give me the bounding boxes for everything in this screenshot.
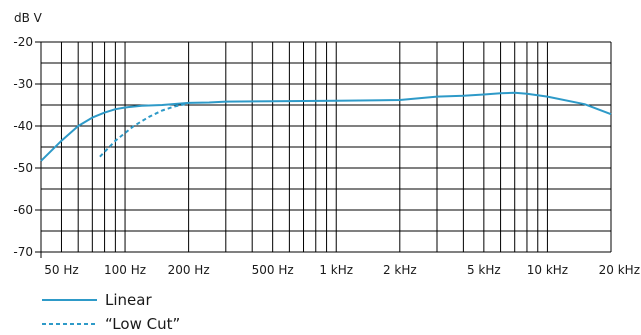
legend-label: “Low Cut” xyxy=(105,315,180,333)
y-tick-label: -60 xyxy=(13,203,33,217)
y-tick-label: -30 xyxy=(13,77,33,91)
x-tick-label: 50 Hz xyxy=(44,263,78,277)
y-tick-label: -50 xyxy=(13,161,33,175)
y-tick-label: -40 xyxy=(13,119,33,133)
y-axis-unit-label: dB V xyxy=(14,11,43,25)
x-tick-label: 10 kHz xyxy=(527,263,568,277)
x-tick-label: 500 Hz xyxy=(252,263,294,277)
x-tick-label: 200 Hz xyxy=(168,263,210,277)
y-tick-label: -20 xyxy=(13,35,33,49)
x-tick-labels: 50 Hz 100 Hz 200 Hz 500 Hz 1 kHz 2 kHz 5 kHz 10… xyxy=(44,263,640,277)
x-tick-label: 20 kHz xyxy=(599,263,640,277)
x-tick-label: 1 kHz xyxy=(319,263,353,277)
x-tick-label: 2 kHz xyxy=(383,263,417,277)
grid-lines xyxy=(40,41,612,258)
x-tick-label: 100 Hz xyxy=(104,263,146,277)
y-tick-labels: -20 -30 -40 -50 -60 -70 xyxy=(13,35,41,259)
legend: Linear “Low Cut” xyxy=(42,291,180,333)
y-tick-label: -70 xyxy=(13,245,33,259)
legend-label: Linear xyxy=(105,291,152,309)
series-line-low-cut xyxy=(99,102,189,158)
x-tick-label: 5 kHz xyxy=(467,263,501,277)
series-line-linear xyxy=(40,91,612,162)
series-lines xyxy=(40,91,612,162)
